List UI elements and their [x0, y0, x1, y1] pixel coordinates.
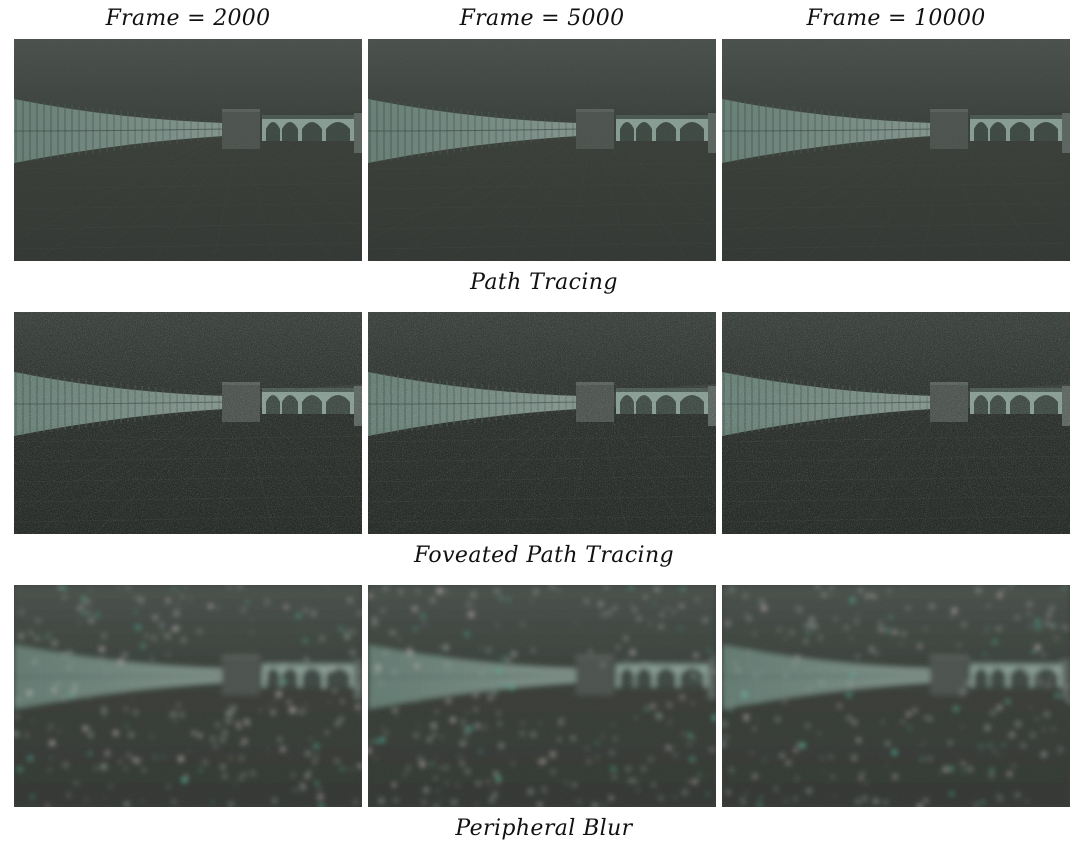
corridor-scene — [14, 39, 362, 261]
render-peripheral-blur-frame-5000 — [368, 585, 716, 807]
corridor-scene — [14, 312, 362, 534]
column-title-3: Frame = 10000 — [722, 6, 1070, 31]
corridor-scene — [368, 39, 716, 261]
render-path-tracing-frame-10000 — [722, 39, 1070, 261]
render-path-tracing-frame-5000 — [368, 39, 716, 261]
corridor-scene — [722, 312, 1070, 534]
column-title-1: Frame = 2000 — [14, 6, 362, 31]
column-title-2: Frame = 5000 — [368, 6, 716, 31]
corridor-scene — [14, 585, 362, 807]
row-caption-foveated-path-tracing: Foveated Path Tracing — [0, 543, 1088, 568]
render-foveated-frame-2000 — [14, 312, 362, 534]
row-caption-path-tracing: Path Tracing — [0, 270, 1088, 295]
corridor-scene — [722, 585, 1070, 807]
render-foveated-frame-5000 — [368, 312, 716, 534]
render-foveated-frame-10000 — [722, 312, 1070, 534]
corridor-scene — [368, 312, 716, 534]
render-peripheral-blur-frame-10000 — [722, 585, 1070, 807]
corridor-scene — [722, 39, 1070, 261]
render-peripheral-blur-frame-2000 — [14, 585, 362, 807]
render-path-tracing-frame-2000 — [14, 39, 362, 261]
corridor-scene — [368, 585, 716, 807]
row-caption-peripheral-blur: Peripheral Blur — [0, 816, 1088, 841]
